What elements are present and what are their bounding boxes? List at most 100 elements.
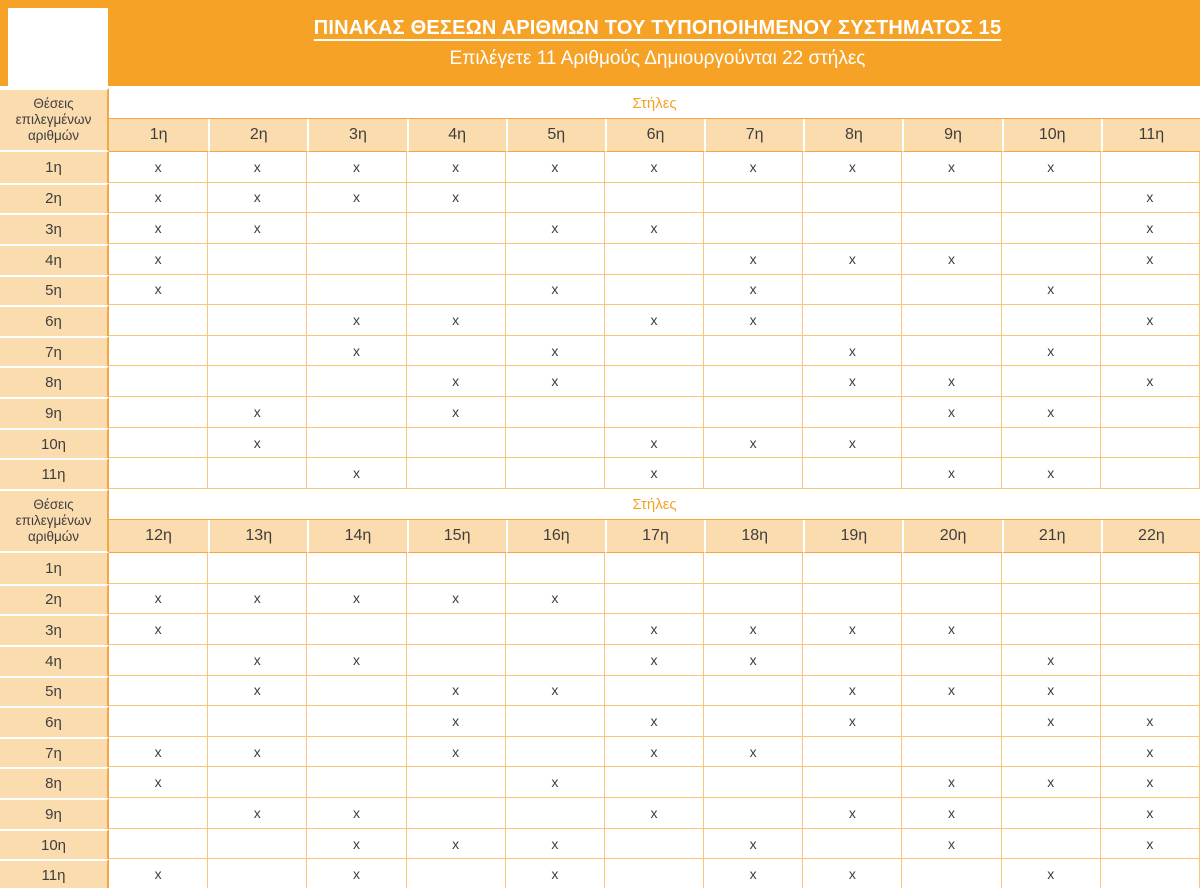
table-row-4η: 4η x x x x x	[0, 644, 1200, 676]
column-header-11η: 11η	[1100, 119, 1200, 152]
empty-cell	[1001, 427, 1101, 459]
empty-cell	[902, 274, 1002, 306]
empty-cell	[307, 366, 407, 398]
row-label: 7η	[0, 335, 109, 367]
table-row-11η: 11η x x x x x x	[0, 859, 1200, 888]
empty-cell	[1100, 274, 1200, 306]
mark-cell: x	[406, 182, 506, 214]
empty-cell	[307, 767, 407, 799]
empty-cell	[208, 828, 308, 860]
mark-cell: x	[307, 335, 407, 367]
empty-cell	[1100, 427, 1200, 459]
mark-cell: x	[406, 675, 506, 707]
mark-cell: x	[208, 644, 308, 676]
column-header-8η: 8η	[803, 119, 903, 152]
mark-cell: x	[1100, 213, 1200, 244]
column-header-17η: 17η	[604, 520, 705, 553]
mark-cell: x	[704, 644, 804, 676]
mark-cell: x	[704, 828, 804, 860]
mark-cell: x	[1100, 706, 1200, 737]
mark-cell: x	[902, 152, 1002, 183]
empty-cell	[505, 614, 605, 645]
empty-cell	[803, 397, 903, 428]
table-row-9η: 9η x x x x x x	[0, 798, 1200, 829]
empty-cell	[109, 706, 209, 737]
empty-cell	[1100, 675, 1200, 707]
empty-cell	[406, 427, 506, 459]
mark-cell: x	[902, 397, 1002, 428]
table-row-3η: 3η x x x x x	[0, 614, 1200, 645]
empty-cell	[704, 182, 804, 214]
empty-cell	[803, 767, 903, 799]
empty-cell	[307, 274, 407, 306]
empty-cell	[704, 458, 804, 489]
mark-cell: x	[604, 614, 705, 645]
table-body: 1η 2η x x x x x 3η x x x x x 4η x x x x x 5η x x x x x x 6η x x x x x 7η…	[0, 553, 1200, 888]
mark-cell: x	[604, 458, 705, 489]
table-row-1η: 1η x x x x x x x x x x	[0, 152, 1200, 183]
mark-cell: x	[109, 243, 209, 275]
mark-cell: x	[1001, 675, 1101, 707]
empty-cell	[1100, 614, 1200, 645]
column-header-10η: 10η	[1001, 119, 1101, 152]
empty-cell	[1100, 553, 1200, 584]
empty-cell	[704, 706, 804, 737]
row-label: 5η	[0, 274, 109, 306]
mark-cell: x	[704, 152, 804, 183]
row-label: 5η	[0, 675, 109, 707]
empty-cell	[902, 305, 1002, 336]
mark-cell: x	[902, 675, 1002, 707]
empty-cell	[505, 736, 605, 768]
col-axis-label: Στήλες	[109, 88, 1200, 118]
mark-cell: x	[208, 798, 308, 829]
empty-cell	[604, 182, 705, 214]
mark-cell: x	[1100, 243, 1200, 275]
empty-cell	[604, 553, 705, 584]
mark-cell: x	[208, 427, 308, 459]
mark-cell: x	[109, 182, 209, 214]
mark-cell: x	[604, 706, 705, 737]
empty-cell	[1001, 182, 1101, 214]
empty-cell	[208, 706, 308, 737]
column-header-12η: 12η	[109, 520, 209, 553]
empty-cell	[902, 427, 1002, 459]
table-row-10η: 10η x x x x	[0, 427, 1200, 459]
empty-cell	[902, 553, 1002, 584]
mark-cell: x	[208, 182, 308, 214]
row-axis-label: Θέσεις επιλεγμένων αριθμών	[0, 88, 109, 152]
row-label: 10η	[0, 828, 109, 860]
empty-cell	[307, 614, 407, 645]
empty-cell	[604, 828, 705, 860]
mark-cell: x	[406, 736, 506, 768]
mark-cell: x	[1001, 397, 1101, 428]
empty-cell	[803, 213, 903, 244]
empty-cell	[109, 798, 209, 829]
mark-cell: x	[505, 859, 605, 888]
mark-cell: x	[902, 798, 1002, 829]
column-header-19η: 19η	[803, 520, 903, 553]
col-axis-label: Στήλες	[109, 489, 1200, 519]
empty-cell	[604, 859, 705, 888]
empty-cell	[208, 366, 308, 398]
mark-cell: x	[505, 583, 605, 615]
empty-cell	[803, 182, 903, 214]
mark-cell: x	[902, 767, 1002, 799]
table-row-8η: 8η x x x x x	[0, 366, 1200, 398]
empty-cell	[208, 458, 308, 489]
empty-cell	[505, 243, 605, 275]
mark-cell: x	[902, 366, 1002, 398]
empty-cell	[902, 182, 1002, 214]
mark-cell: x	[902, 614, 1002, 645]
row-label: 3η	[0, 213, 109, 244]
mark-cell: x	[406, 583, 506, 615]
row-label: 2η	[0, 583, 109, 615]
empty-cell	[902, 736, 1002, 768]
empty-cell	[902, 706, 1002, 737]
mark-cell: x	[604, 736, 705, 768]
empty-cell	[902, 583, 1002, 615]
row-axis-label: Θέσεις επιλεγμένων αριθμών	[0, 489, 109, 553]
mark-cell: x	[1100, 798, 1200, 829]
empty-cell	[604, 583, 705, 615]
empty-cell	[1100, 458, 1200, 489]
row-label: 6η	[0, 706, 109, 737]
